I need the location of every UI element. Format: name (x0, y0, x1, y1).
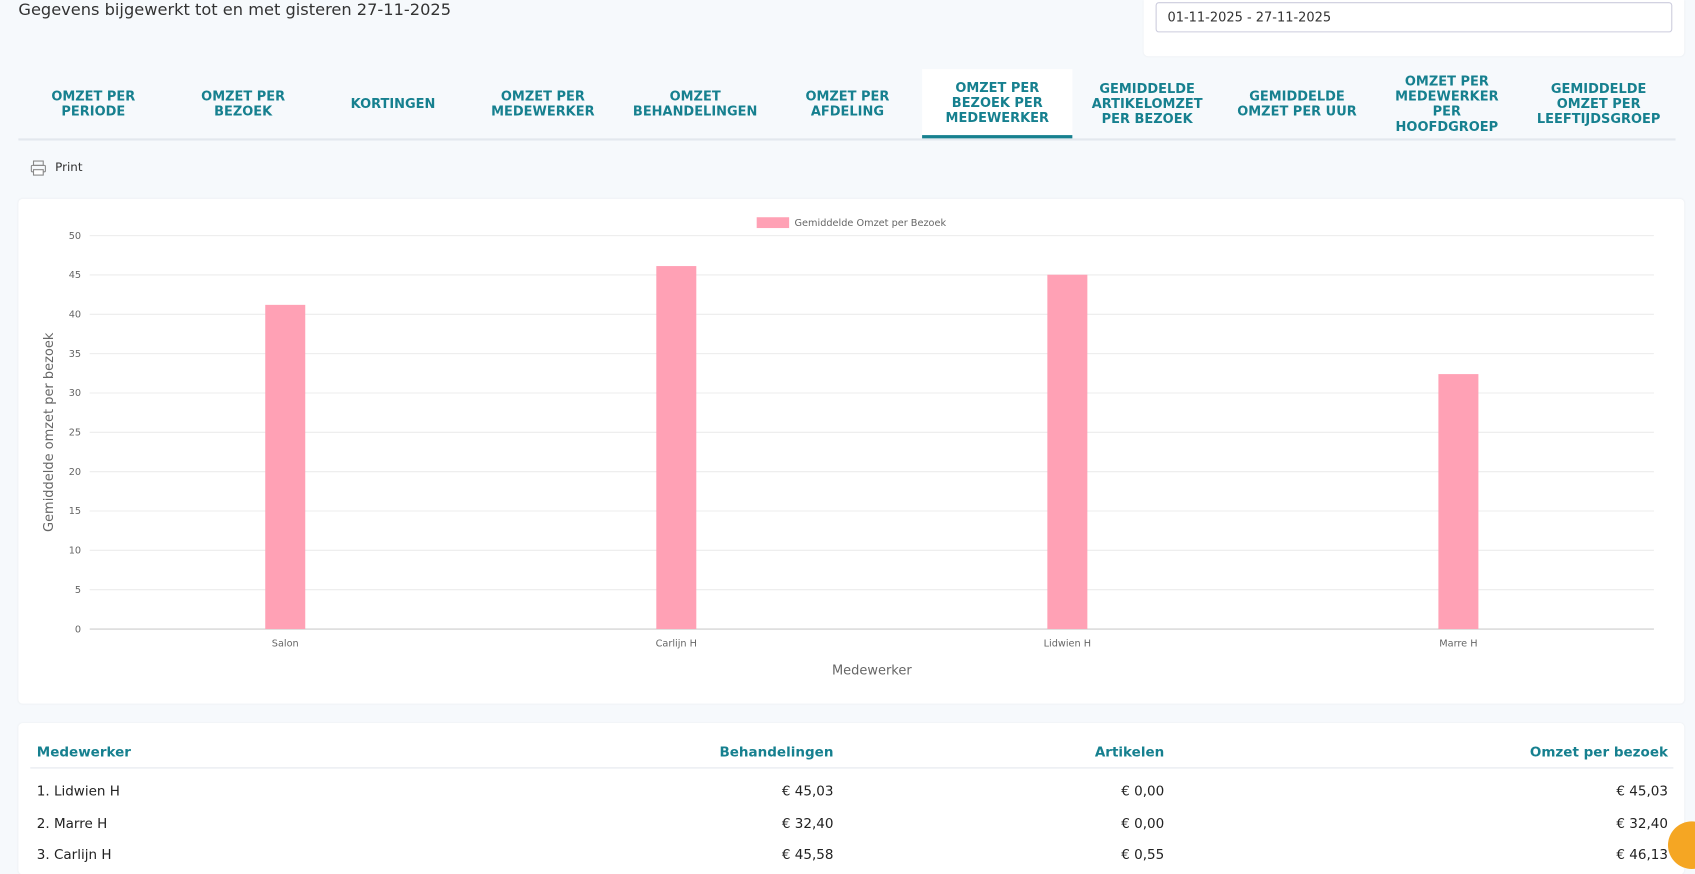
y-tick-label: 40 (69, 310, 81, 321)
table-cell: 2. Marre H (36, 814, 108, 831)
tabs: OMZET PER PERIODE OMZET PER BEZOEK KORTING… (18, 69, 1676, 141)
tab[interactable]: OMZET PER BEZOEK (201, 88, 286, 119)
tab[interactable]: OMZET BEHANDELINGEN (632, 88, 758, 119)
chart-card: 0 5 10 15 20 25 30 35 40 45 50 Gemiddelde Omzet per… (18, 198, 1685, 704)
table-cell: € 0,55 (1121, 846, 1165, 863)
y-tick-label: 15 (69, 506, 81, 517)
table-cell: € 32,40 (1616, 814, 1668, 831)
header-rule (30, 767, 1674, 769)
tab[interactable]: KORTINGEN (350, 96, 436, 112)
y-tick-label: 5 (75, 585, 81, 596)
tab[interactable]: OMZET PER BEZOEK PER MEDEWERKER (922, 69, 1073, 139)
tab[interactable]: GEMIDDELDE OMZET PER UUR (1237, 88, 1357, 119)
legend-swatch (756, 217, 790, 229)
table-header: Omzet per bezoek (1529, 743, 1668, 760)
y-tick-label: 0 (75, 624, 81, 635)
x-tick-label: Salon (272, 638, 299, 649)
y-tick-label: 10 (69, 546, 81, 557)
table-cell: 3. Carlijn H (36, 846, 112, 863)
table-header: Behandelingen (719, 743, 834, 760)
table-cell: € 46,13 (1616, 846, 1668, 863)
table-cell: € 0,00 (1121, 814, 1165, 831)
x-tick-label: Carlijn H (656, 638, 697, 649)
table-cell: € 0,00 (1121, 782, 1165, 799)
date-card: 01-11-2025 - 27-11-2025 (1143, 0, 1685, 57)
bar (265, 304, 306, 630)
table-cell: € 32,40 (781, 814, 834, 831)
print-icon[interactable] (30, 160, 47, 177)
table-card: Medewerker Behandelingen Artikelen Omzet pe… (18, 723, 1685, 874)
tab[interactable]: OMZET PER MEDEWERKER PER HOOFDGROEP (1395, 73, 1499, 135)
date-input[interactable]: 01-11-2025 - 27-11-2025 (1155, 2, 1673, 33)
table-header: Artikelen (1094, 743, 1165, 760)
table-cell: € 45,58 (781, 846, 834, 863)
chart: 0 5 10 15 20 25 30 35 40 45 50 Gemiddelde Omzet per… (42, 217, 1654, 678)
table-header: Medewerker (36, 743, 131, 760)
y-axis-label: Gemiddelde omzet per bezoek (42, 332, 57, 532)
y-tick-label: 50 (69, 231, 81, 242)
y-tick-label: 30 (69, 388, 81, 399)
bar (1438, 374, 1479, 630)
tab[interactable]: OMZET PER MEDEWERKER (491, 88, 595, 119)
table-cell: € 45,03 (781, 782, 834, 799)
table-cell: € 45,03 (1616, 782, 1668, 799)
x-tick-label: Marre H (1439, 638, 1477, 649)
y-tick-label: 20 (69, 467, 81, 478)
y-tick-label: 45 (69, 270, 81, 281)
x-tick-label: Lidwien H (1044, 638, 1091, 649)
tab[interactable]: GEMIDDELDE ARTIKELOMZET PER BEZOEK (1091, 81, 1203, 127)
tab[interactable]: OMZET PER AFDELING (805, 88, 890, 119)
x-axis-label: Medewerker (832, 663, 912, 678)
header-title: Gegevens bijgewerkt tot en met gisteren … (18, 0, 452, 20)
y-tick-label: 35 (69, 349, 81, 360)
legend-label: Gemiddelde Omzet per Bezoek (795, 218, 947, 229)
tab[interactable]: OMZET PER PERIODE (51, 88, 136, 119)
bar (1047, 274, 1088, 630)
tab[interactable]: GEMIDDELDE OMZET PER LEEFTIJDSGROEP (1536, 81, 1661, 127)
table-cell: 1. Lidwien H (36, 782, 120, 799)
print-button[interactable]: Print (55, 159, 83, 175)
y-tick-label: 25 (69, 428, 81, 439)
bar (656, 266, 697, 630)
